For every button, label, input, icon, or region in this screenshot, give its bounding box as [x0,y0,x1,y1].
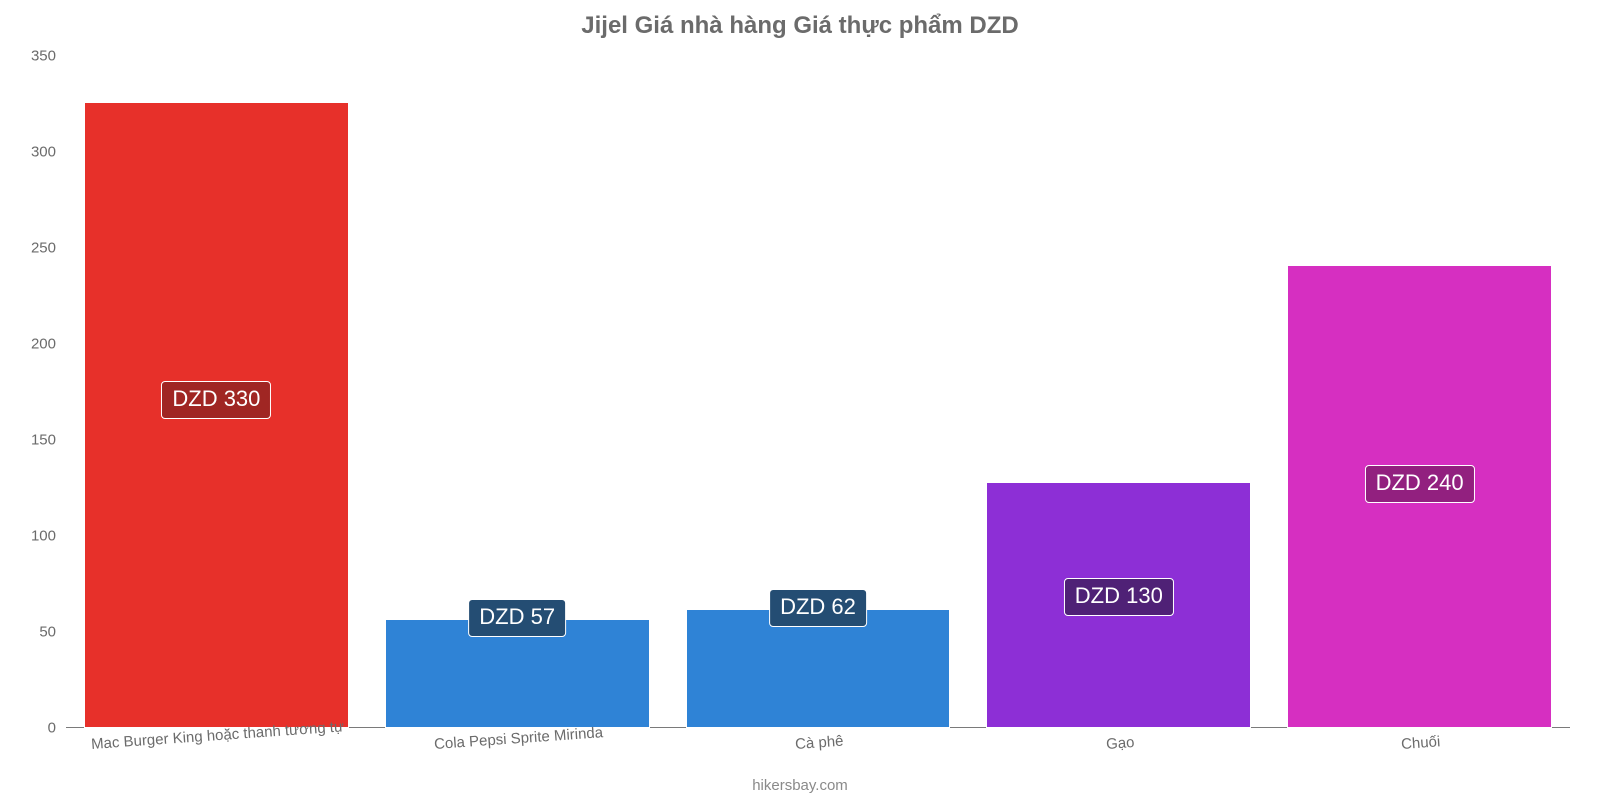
xtick-label: Gạo [1105,726,1135,753]
ytick-label: 350 [31,48,66,65]
ytick-label: 50 [39,624,66,641]
value-badge: DZD 57 [468,599,566,637]
xtick-label: Chuối [1400,725,1441,753]
ytick-label: 200 [31,336,66,353]
ytick-label: 250 [31,240,66,257]
ytick-label: 0 [48,720,66,737]
plot-area: 050100150200250300350DZD 330Mac Burger K… [66,56,1570,728]
value-badge: DZD 130 [1064,578,1174,616]
chart-area: 050100150200250300350DZD 330Mac Burger K… [66,56,1570,728]
chart-title: Jijel Giá nhà hàng Giá thực phẩm DZD [0,0,1600,40]
ytick-label: 150 [31,432,66,449]
footer-attribution: hikersbay.com [0,777,1600,794]
value-badge: DZD 240 [1365,465,1475,503]
value-badge: DZD 330 [161,381,271,419]
ytick-label: 100 [31,528,66,545]
xtick-label: Cà phê [794,725,844,753]
value-badge: DZD 62 [769,589,867,627]
ytick-label: 300 [31,144,66,161]
